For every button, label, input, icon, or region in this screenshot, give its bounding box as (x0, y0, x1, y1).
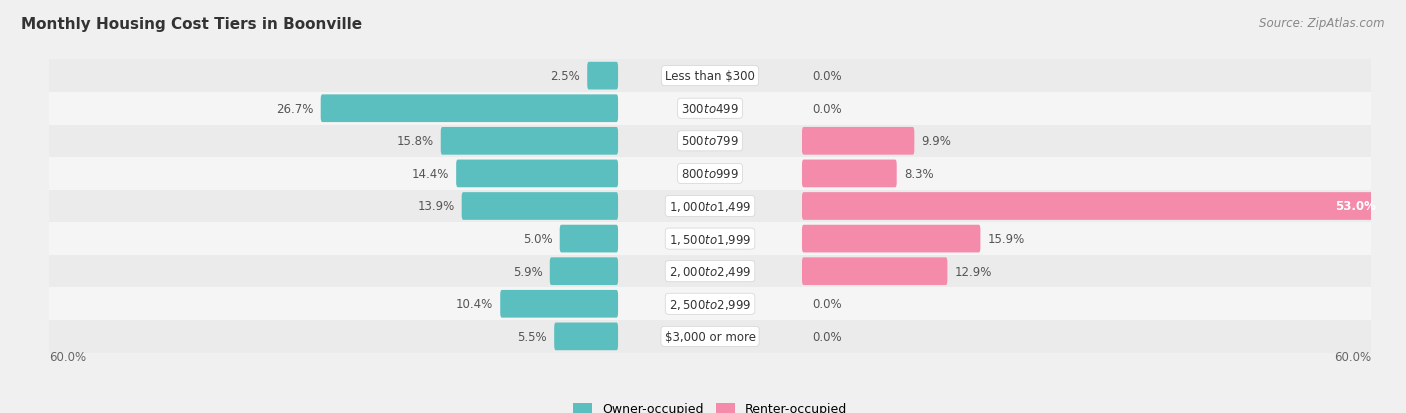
Text: $2,500 to $2,999: $2,500 to $2,999 (669, 297, 751, 311)
Bar (49, 190, 1371, 223)
Bar (49, 60, 1371, 93)
Text: 0.0%: 0.0% (813, 297, 842, 311)
Bar (49, 255, 1371, 288)
Text: Less than $300: Less than $300 (665, 70, 755, 83)
Text: 60.0%: 60.0% (49, 350, 86, 363)
Text: 0.0%: 0.0% (813, 330, 842, 343)
Text: 0.0%: 0.0% (813, 102, 842, 116)
Text: Monthly Housing Cost Tiers in Boonville: Monthly Housing Cost Tiers in Boonville (21, 17, 363, 31)
FancyBboxPatch shape (550, 258, 619, 285)
FancyBboxPatch shape (801, 160, 897, 188)
Text: $1,500 to $1,999: $1,500 to $1,999 (669, 232, 751, 246)
Text: Source: ZipAtlas.com: Source: ZipAtlas.com (1260, 17, 1385, 29)
FancyBboxPatch shape (554, 323, 619, 350)
FancyBboxPatch shape (801, 193, 1389, 220)
Bar (49, 93, 1371, 125)
Text: 0.0%: 0.0% (813, 70, 842, 83)
Text: 26.7%: 26.7% (276, 102, 314, 116)
Text: 60.0%: 60.0% (1334, 350, 1371, 363)
Text: $800 to $999: $800 to $999 (681, 168, 740, 180)
Text: 5.0%: 5.0% (523, 233, 553, 245)
Bar (49, 223, 1371, 255)
Text: 5.5%: 5.5% (517, 330, 547, 343)
Text: 14.4%: 14.4% (412, 168, 449, 180)
FancyBboxPatch shape (456, 160, 619, 188)
Text: 12.9%: 12.9% (955, 265, 991, 278)
Legend: Owner-occupied, Renter-occupied: Owner-occupied, Renter-occupied (568, 397, 852, 413)
FancyBboxPatch shape (440, 128, 619, 155)
FancyBboxPatch shape (588, 63, 619, 90)
Text: 8.3%: 8.3% (904, 168, 934, 180)
Bar (49, 125, 1371, 158)
Text: 53.0%: 53.0% (1336, 200, 1376, 213)
FancyBboxPatch shape (801, 225, 980, 253)
Text: 13.9%: 13.9% (418, 200, 454, 213)
Text: 2.5%: 2.5% (550, 70, 581, 83)
FancyBboxPatch shape (461, 193, 619, 220)
Text: $300 to $499: $300 to $499 (681, 102, 740, 116)
Bar (49, 158, 1371, 190)
Text: 5.9%: 5.9% (513, 265, 543, 278)
Text: $500 to $799: $500 to $799 (681, 135, 740, 148)
Bar (49, 288, 1371, 320)
Text: $3,000 or more: $3,000 or more (665, 330, 755, 343)
Text: $2,000 to $2,499: $2,000 to $2,499 (669, 265, 751, 278)
Text: 10.4%: 10.4% (456, 297, 494, 311)
Text: 15.8%: 15.8% (396, 135, 433, 148)
Text: $1,000 to $1,499: $1,000 to $1,499 (669, 199, 751, 214)
FancyBboxPatch shape (560, 225, 619, 253)
Text: 9.9%: 9.9% (921, 135, 952, 148)
Text: 15.9%: 15.9% (987, 233, 1025, 245)
FancyBboxPatch shape (801, 258, 948, 285)
FancyBboxPatch shape (801, 128, 914, 155)
Bar (49, 320, 1371, 353)
FancyBboxPatch shape (321, 95, 619, 123)
FancyBboxPatch shape (501, 290, 619, 318)
